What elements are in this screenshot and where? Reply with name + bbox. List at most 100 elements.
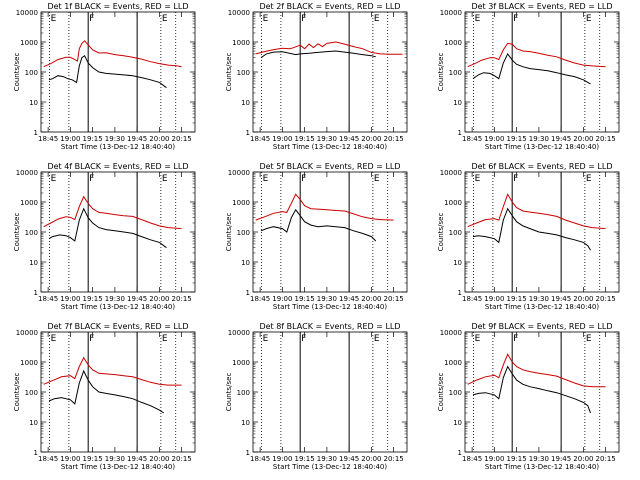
y-tick-label: 1000	[444, 359, 462, 367]
x-tick-label: 19:30	[105, 455, 125, 463]
x-tick-label: 20:00	[573, 295, 593, 303]
y-tick-label: 1000	[20, 199, 38, 207]
x-tick-label: 18:45	[250, 135, 270, 143]
x-axis-label: Start Time (13-Dec-12 18:40:40)	[273, 303, 387, 311]
marker-label: E	[374, 174, 380, 184]
series-line	[472, 365, 591, 414]
y-tick-label: 10	[241, 259, 250, 267]
marker-label: E	[586, 14, 592, 24]
x-tick-label: 20:00	[149, 295, 169, 303]
plot-frame	[464, 11, 620, 133]
x-tick-label: 20:15	[384, 135, 404, 143]
plot-frame	[40, 11, 196, 133]
x-tick-label: 18:45	[38, 455, 58, 463]
x-axis-label: Start Time (13-Dec-12 18:40:40)	[61, 143, 175, 151]
x-tick-label: 19:00	[60, 135, 80, 143]
x-tick-label: 20:15	[172, 295, 192, 303]
x-tick-label: 19:00	[60, 295, 80, 303]
panel-7: Det 7f BLACK = Events, RED = LLD 1 10 100 10…	[13, 322, 196, 471]
x-tick-label: 19:00	[272, 455, 292, 463]
panel-4: Det 4f BLACK = Events, RED = LLD 1 10 100 10…	[13, 162, 196, 311]
x-tick-label: 20:15	[384, 295, 404, 303]
y-tick-label: 100	[237, 69, 250, 77]
y-tick-label: 100	[25, 389, 38, 397]
plot-frame	[40, 171, 196, 293]
y-tick-label: 10000	[228, 9, 250, 17]
y-tick-label: 1	[34, 449, 38, 457]
x-tick-label: 19:30	[317, 295, 337, 303]
x-tick-label: 19:45	[551, 295, 571, 303]
y-tick-label: 100	[449, 69, 462, 77]
x-axis-label: Start Time (13-Dec-12 18:40:40)	[485, 463, 599, 471]
x-axis-label: Start Time (13-Dec-12 18:40:40)	[273, 143, 387, 151]
x-tick-label: 19:30	[317, 135, 337, 143]
y-axis-label: Counts/sec	[13, 373, 21, 412]
x-tick-label: 19:45	[339, 135, 359, 143]
marker-label: E	[475, 14, 481, 24]
x-tick-label: 20:00	[361, 455, 381, 463]
y-tick-label: 100	[25, 229, 38, 237]
y-tick-label: 10	[241, 99, 250, 107]
series-line	[467, 42, 606, 68]
y-tick-label: 10000	[16, 9, 38, 17]
marker-label: E	[586, 334, 592, 344]
series-line	[472, 52, 591, 85]
x-tick-label: 19:15	[507, 135, 527, 143]
x-tick-label: 19:30	[529, 455, 549, 463]
series-line	[48, 54, 167, 89]
x-tick-label: 19:00	[484, 455, 504, 463]
y-axis-label: Counts/sec	[225, 373, 233, 412]
marker-label: F	[89, 334, 94, 344]
panel-title: Det 8f BLACK = Events, RED = LLD	[259, 322, 400, 331]
y-tick-label: 10000	[16, 169, 38, 177]
marker-label: E	[51, 174, 57, 184]
panel-1: Det 1f BLACK = Events, RED = LLD 1 10 100 10…	[13, 2, 196, 151]
series-line	[48, 207, 167, 249]
marker-label: F	[513, 174, 518, 184]
x-tick-label: 19:45	[551, 455, 571, 463]
y-tick-label: 1000	[232, 359, 250, 367]
marker-label: F	[301, 334, 306, 344]
marker-label: F	[513, 14, 518, 24]
panel-title: Det 5f BLACK = Events, RED = LLD	[259, 162, 400, 171]
y-tick-label: 10000	[440, 9, 462, 17]
x-tick-label: 19:15	[295, 295, 315, 303]
y-tick-label: 1	[458, 129, 462, 137]
y-tick-label: 10	[453, 99, 462, 107]
y-tick-label: 10000	[228, 329, 250, 337]
panel-title: Det 9f BLACK = Events, RED = LLD	[471, 322, 612, 331]
marker-label: E	[162, 174, 168, 184]
series-line	[260, 208, 377, 242]
plot-frame	[464, 331, 620, 453]
y-tick-label: 10000	[440, 329, 462, 337]
panel-title: Det 2f BLACK = Events, RED = LLD	[259, 2, 400, 11]
y-tick-label: 1000	[444, 39, 462, 47]
y-tick-label: 1000	[20, 39, 38, 47]
y-tick-label: 1000	[232, 199, 250, 207]
series-line	[43, 40, 182, 68]
panel-title: Det 1f BLACK = Events, RED = LLD	[47, 2, 188, 11]
plot-frame	[252, 331, 408, 453]
y-axis-label: Counts/sec	[225, 213, 233, 252]
plot-frame	[252, 11, 408, 133]
marker-label: F	[89, 174, 94, 184]
x-axis-label: Start Time (13-Dec-12 18:40:40)	[485, 143, 599, 151]
marker-label: E	[263, 14, 269, 24]
x-tick-label: 18:45	[462, 295, 482, 303]
marker-label: E	[263, 174, 269, 184]
y-axis-label: Counts/sec	[437, 53, 445, 92]
y-tick-label: 1	[246, 289, 250, 297]
y-tick-label: 10	[29, 419, 38, 427]
y-tick-label: 100	[449, 229, 462, 237]
marker-label: F	[301, 174, 306, 184]
x-tick-label: 18:45	[250, 295, 270, 303]
panel-title: Det 3f BLACK = Events, RED = LLD	[471, 2, 612, 11]
x-tick-label: 20:15	[596, 135, 616, 143]
y-tick-label: 10	[241, 419, 250, 427]
x-tick-label: 19:00	[484, 135, 504, 143]
series-line	[255, 41, 403, 55]
series-line	[48, 369, 165, 414]
x-tick-label: 19:15	[507, 295, 527, 303]
series-line	[467, 193, 606, 230]
